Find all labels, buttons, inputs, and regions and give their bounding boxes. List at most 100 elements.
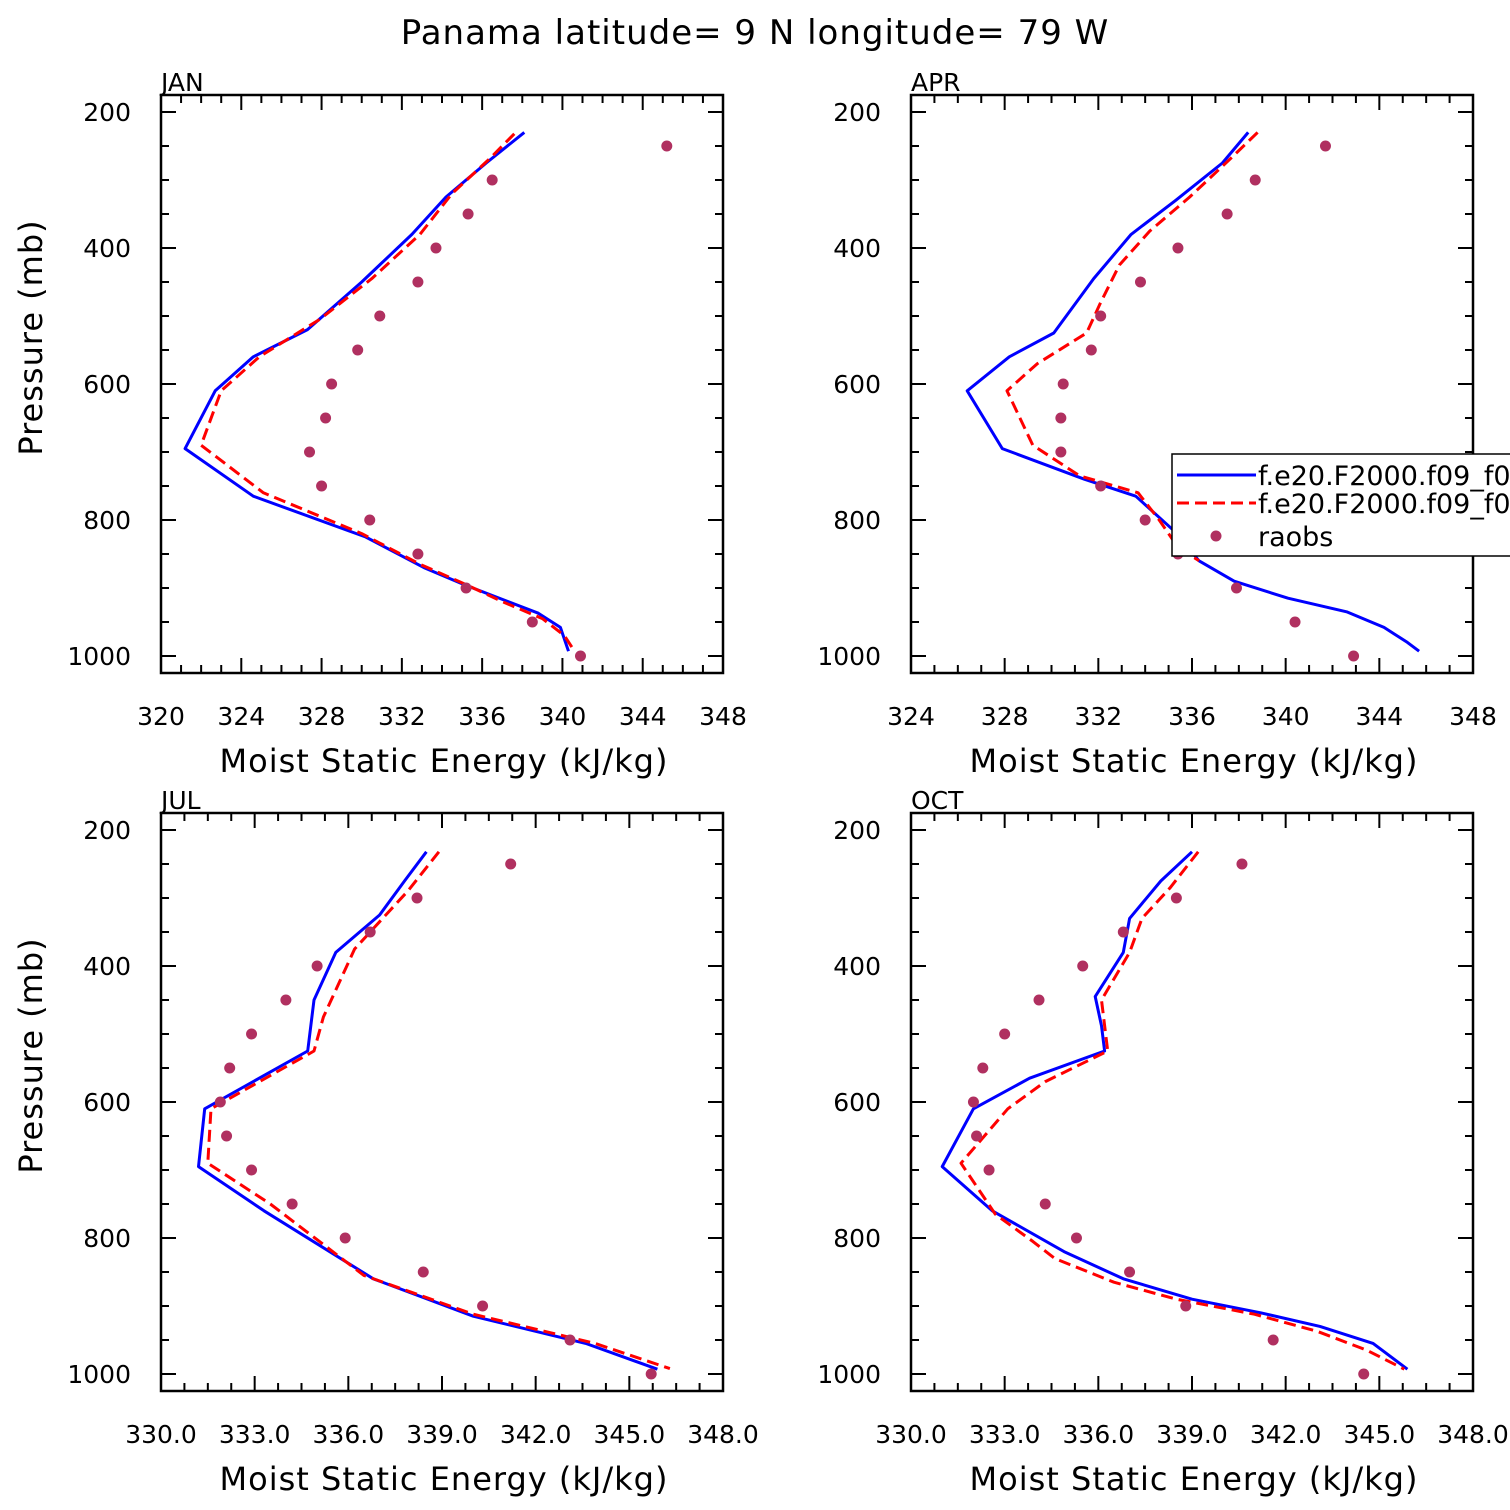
y-tick-label: 1000 — [67, 1360, 131, 1389]
raobs-point — [1249, 174, 1261, 186]
raobs-point — [1319, 140, 1331, 152]
x-tick-label: 348 — [1449, 702, 1497, 731]
raobs-point — [1055, 446, 1067, 458]
chart-panels: JAN 200 400 600 800 1000 320 324 328 332 336 340 344… — [12, 68, 1510, 1498]
x-tick-label: 333.0 — [219, 1420, 291, 1449]
raobs-point — [1221, 208, 1233, 220]
raobs-point — [1358, 1368, 1370, 1380]
x-tick-label: 345.0 — [1344, 1420, 1416, 1449]
series-line-model-1 — [197, 850, 658, 1371]
x-axis-label: Moist Static Energy (kJ/kg) — [220, 742, 669, 780]
x-tick-label: 333.0 — [969, 1420, 1041, 1449]
y-tick-label: 200 — [83, 98, 131, 127]
raobs-point — [246, 1028, 258, 1040]
legend-entry: f.e20.F2000.f09_f09.cam6.11 — [1258, 489, 1510, 520]
y-tick-label: 400 — [83, 952, 131, 981]
raobs-point — [477, 1300, 489, 1312]
y-tick-label: 800 — [833, 506, 881, 535]
y-tick-label: 600 — [833, 370, 881, 399]
raobs-point — [1057, 378, 1069, 390]
raobs-point — [417, 1266, 429, 1278]
legend: f.e20.F2000.f09_f09.cam6.10f.e20.F2000.f… — [1171, 453, 1510, 557]
y-tick-label: 1000 — [817, 642, 881, 671]
series-line-model-2 — [206, 850, 671, 1371]
x-tick-label: 328 — [298, 702, 346, 731]
y-axis-ticks — [911, 829, 1473, 1375]
y-tick-label: 600 — [833, 1088, 881, 1117]
raobs-point — [1348, 650, 1360, 662]
raobs-point — [1124, 1266, 1136, 1278]
x-tick-label: 330.0 — [125, 1420, 197, 1449]
raobs-point — [1085, 344, 1097, 356]
x-tick-label: 344 — [1355, 702, 1403, 731]
series-line-model-1 — [940, 850, 1409, 1371]
panel-title: APR — [911, 68, 961, 97]
raobs-point — [574, 650, 586, 662]
y-tick-label: 800 — [83, 506, 131, 535]
x-axis-label: Moist Static Energy (kJ/kg) — [970, 1460, 1419, 1498]
y-tick-label: 600 — [83, 1088, 131, 1117]
raobs-point — [1095, 480, 1107, 492]
legend-entry: raobs — [1258, 522, 1333, 553]
raobs-point — [1170, 892, 1182, 904]
raobs-point — [280, 994, 292, 1006]
x-tick-label: 336.0 — [1063, 1420, 1135, 1449]
panel-title: JUL — [159, 786, 201, 815]
x-tick-label: 342.0 — [500, 1420, 572, 1449]
raobs-point — [1039, 1198, 1051, 1210]
series-line-model-2 — [959, 850, 1405, 1371]
x-tick-label: 340 — [1262, 702, 1310, 731]
raobs-point — [364, 514, 376, 526]
y-tick-label: 200 — [83, 816, 131, 845]
raobs-point — [1095, 310, 1107, 322]
legend-swatch-raobs — [1210, 530, 1222, 542]
y-axis-label: Pressure (mb) — [12, 937, 50, 1173]
x-tick-label: 339.0 — [1156, 1420, 1228, 1449]
series-line-model-1 — [183, 131, 570, 652]
raobs-point — [304, 446, 316, 458]
x-tick-label: 328 — [981, 702, 1029, 731]
x-tick-label: 324 — [887, 702, 935, 731]
y-tick-label: 400 — [833, 234, 881, 263]
y-axis-label: Pressure (mb) — [12, 219, 50, 455]
plot-frame — [909, 811, 1475, 1393]
y-tick-label: 800 — [833, 1224, 881, 1253]
y-tick-label: 400 — [83, 234, 131, 263]
raobs-point — [316, 480, 328, 492]
y-tick-label: 600 — [83, 370, 131, 399]
plot-data — [940, 850, 1409, 1380]
y-axis-ticks — [161, 111, 723, 657]
raobs-point — [999, 1028, 1011, 1040]
y-tick-label: 1000 — [67, 642, 131, 671]
plot-data — [183, 131, 673, 662]
raobs-point — [983, 1164, 995, 1176]
chart-panel-apr: APR 200 400 600 800 1000 324 328 332 336 340 344 348… — [817, 68, 1510, 780]
raobs-point — [326, 378, 338, 390]
plot-frame — [159, 93, 725, 675]
raobs-point — [645, 1368, 657, 1380]
raobs-point — [1033, 994, 1045, 1006]
raobs-point — [214, 1096, 226, 1108]
raobs-point — [564, 1334, 576, 1346]
raobs-point — [412, 548, 424, 560]
raobs-point — [971, 1130, 983, 1142]
x-axis-ticks — [910, 813, 1474, 1391]
x-tick-label: 336.0 — [313, 1420, 385, 1449]
raobs-point — [661, 140, 673, 152]
raobs-point — [1117, 926, 1129, 938]
x-tick-label: 336 — [1168, 702, 1216, 731]
plot-frame — [909, 93, 1475, 675]
raobs-point — [486, 174, 498, 186]
x-tick-label: 348.0 — [1437, 1420, 1509, 1449]
x-tick-label: 348.0 — [687, 1420, 759, 1449]
raobs-point — [320, 412, 332, 424]
raobs-point — [1267, 1334, 1279, 1346]
chart-panel-oct: OCT 200 400 600 800 1000 330.0 333.0 336.0 339.0 3… — [817, 786, 1508, 1498]
raobs-point — [224, 1062, 236, 1074]
x-tick-label: 340 — [539, 702, 587, 731]
figure-title: Panama latitude= 9 N longitude= 79 W — [401, 13, 1110, 53]
raobs-point — [411, 892, 423, 904]
raobs-point — [967, 1096, 979, 1108]
raobs-point — [1055, 412, 1067, 424]
x-tick-label: 344 — [619, 702, 667, 731]
